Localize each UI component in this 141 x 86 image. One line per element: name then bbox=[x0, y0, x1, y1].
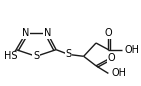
Text: N: N bbox=[44, 28, 51, 39]
Text: OH: OH bbox=[125, 45, 140, 55]
Text: S: S bbox=[33, 51, 39, 61]
Text: O: O bbox=[105, 28, 112, 39]
Text: HS: HS bbox=[4, 51, 17, 61]
Text: S: S bbox=[65, 49, 71, 59]
Text: N: N bbox=[22, 28, 29, 39]
Text: OH: OH bbox=[111, 68, 126, 78]
Text: O: O bbox=[107, 53, 115, 63]
